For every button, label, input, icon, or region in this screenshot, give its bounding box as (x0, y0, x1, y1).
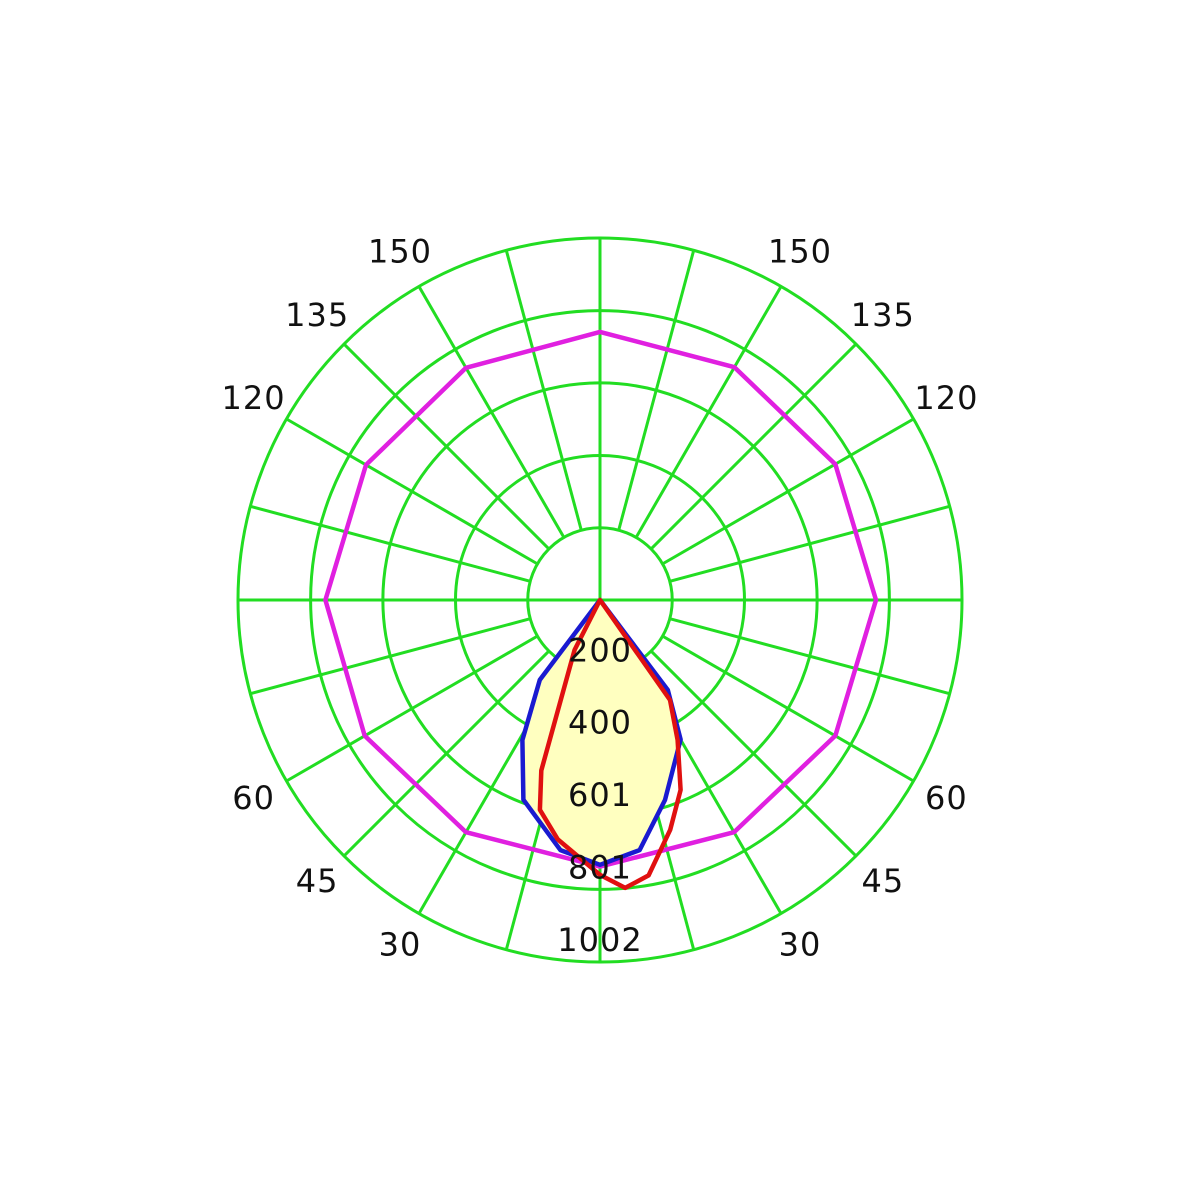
curve-fill (522, 600, 681, 865)
ring (309, 309, 891, 891)
grid (236, 236, 964, 964)
theta-tick-label: 45 (296, 862, 339, 900)
theta-tick-label: 150 (768, 233, 832, 271)
r-tick-label: 1002 (557, 921, 642, 959)
theta-tick-label: 120 (222, 379, 286, 417)
theta-tick-label: 60 (232, 779, 275, 817)
curves (323, 329, 879, 891)
theta-tick-label: 120 (914, 379, 978, 417)
theta-tick-label: 135 (285, 296, 349, 334)
ring (236, 236, 964, 964)
theta-tick-label: 30 (779, 925, 822, 963)
labels: 200 400 601 801 1002 30 30 45 45 60 60 120 120 135 135… (222, 233, 978, 964)
theta-tick-label: 150 (368, 233, 432, 271)
theta-tick-label: 60 (925, 779, 968, 817)
r-tick-label: 200 (568, 631, 632, 669)
theta-tick-label: 30 (379, 925, 422, 963)
r-tick-label: 801 (568, 848, 632, 886)
intensity-curve (537, 597, 683, 891)
r-tick-label: 601 (568, 776, 632, 814)
r-tick-label: 400 (568, 704, 632, 742)
theta-tick-label: 45 (861, 862, 904, 900)
theta-tick-label: 135 (851, 296, 915, 334)
